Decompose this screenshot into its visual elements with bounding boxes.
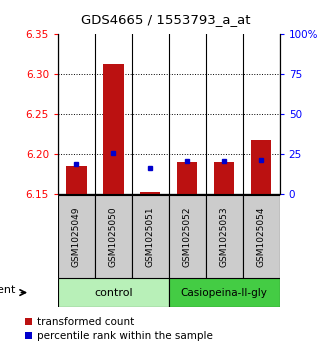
Bar <box>132 195 169 278</box>
Text: GSM1025051: GSM1025051 <box>146 206 155 267</box>
Bar <box>169 278 280 307</box>
Text: Casiopeina-II-gly: Casiopeina-II-gly <box>181 287 268 298</box>
Text: GSM1025054: GSM1025054 <box>257 206 266 266</box>
Bar <box>251 140 271 194</box>
Bar <box>169 195 206 278</box>
Bar <box>177 162 198 194</box>
Bar <box>103 64 123 194</box>
Bar <box>58 195 95 278</box>
Text: agent: agent <box>0 285 16 295</box>
Text: GDS4665 / 1553793_a_at: GDS4665 / 1553793_a_at <box>81 13 250 26</box>
Bar <box>95 195 132 278</box>
Text: GSM1025049: GSM1025049 <box>72 206 81 266</box>
Bar <box>206 195 243 278</box>
Bar <box>66 166 87 194</box>
Text: GSM1025053: GSM1025053 <box>220 206 229 267</box>
Bar <box>243 195 280 278</box>
Bar <box>140 192 161 194</box>
Bar <box>58 278 169 307</box>
Text: control: control <box>94 287 133 298</box>
Bar <box>214 162 234 194</box>
Legend: transformed count, percentile rank within the sample: transformed count, percentile rank withi… <box>25 317 213 341</box>
Text: GSM1025050: GSM1025050 <box>109 206 118 267</box>
Text: GSM1025052: GSM1025052 <box>183 206 192 266</box>
